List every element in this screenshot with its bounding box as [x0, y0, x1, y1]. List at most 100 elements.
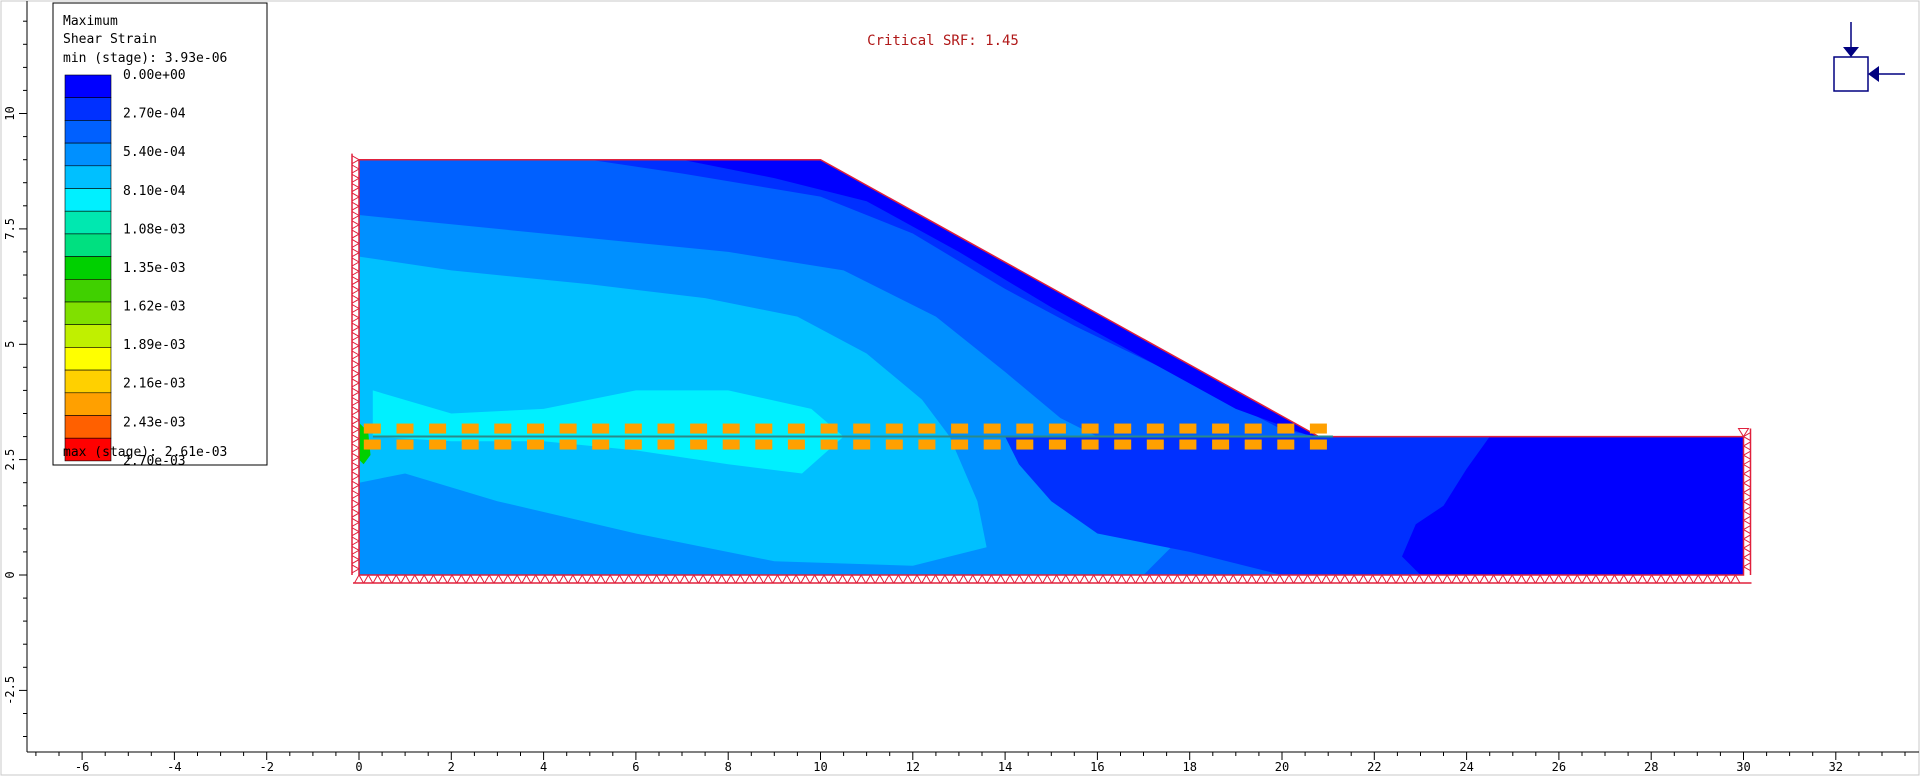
reinforcement-element — [755, 439, 773, 450]
contour-band — [1402, 436, 1744, 575]
reinforcement-element — [787, 423, 805, 434]
stress-state-icon — [1833, 22, 1905, 92]
reinforcement-element — [494, 423, 512, 434]
x-axis-label: 28 — [1644, 760, 1658, 774]
legend-label: 2.70e-04 — [123, 107, 186, 122]
reinforcement-element — [1016, 423, 1034, 434]
reinforcement-element — [918, 439, 936, 450]
critical-srf-label: Critical SRF: 1.45 — [867, 33, 1019, 49]
reinforcement-element — [527, 423, 544, 434]
legend-label: 2.16e-03 — [123, 377, 186, 392]
legend-min-value: min (stage): 3.93e-06 — [63, 51, 227, 66]
reinforcement-element — [592, 423, 610, 434]
y-axis: 10 7.5 5 2.5 0 -2.5 — [3, 1, 28, 752]
legend[interactable]: Maximum Shear Strain min (stage): 3.93e-… — [52, 2, 268, 469]
legend-swatch — [64, 74, 112, 99]
reinforcement-element — [1212, 423, 1230, 434]
reinforcement-element — [1277, 439, 1295, 450]
reinforcement-element — [429, 439, 447, 450]
legend-swatch — [64, 301, 112, 326]
x-axis-label: 4 — [540, 760, 547, 774]
y-axis-label: 2.5 — [3, 449, 17, 471]
reinforcement-element — [1048, 423, 1066, 434]
legend-swatch — [64, 142, 112, 167]
reinforcement-element — [722, 439, 740, 450]
reinforcement-element — [461, 423, 479, 434]
contour-band — [682, 159, 1319, 437]
legend-swatch — [64, 120, 112, 144]
legend-label: 1.35e-03 — [123, 261, 186, 276]
reinforcement-element — [755, 423, 773, 434]
reinforcement-layer — [363, 423, 1333, 450]
horizontal-stress-arrow-head — [1868, 66, 1879, 82]
legend-swatch — [64, 256, 112, 280]
x-axis-label: 32 — [1829, 760, 1843, 774]
legend-swatch — [64, 392, 112, 416]
reinforcement-element — [722, 423, 740, 434]
boundary-supports — [351, 153, 1752, 584]
legend-title-line1: Maximum — [63, 14, 118, 29]
x-axis: -6 -4 -2 0 2 4 6 8 10 12 14 16 18 20 22 24 26 28 30 32 — [27, 751, 1919, 774]
reinforcement-element — [1048, 439, 1066, 450]
reinforcement-element — [624, 439, 642, 450]
legend-scale-labels: 0.00e+00 2.70e-04 5.40e-04 8.10e-04 1.08e-03… — [123, 68, 186, 469]
x-axis-label: 22 — [1367, 760, 1381, 774]
x-axis-label: 14 — [998, 760, 1012, 774]
reinforcement-element — [1244, 423, 1262, 434]
reinforcement-element — [396, 423, 414, 434]
reinforcement-element — [461, 439, 479, 450]
legend-label: 2.43e-03 — [123, 415, 186, 430]
x-axis-label: 10 — [813, 760, 827, 774]
reinforcement-element — [690, 439, 708, 450]
reinforcement-element — [624, 423, 642, 434]
reinforcement-element — [1309, 439, 1327, 450]
legend-swatch — [64, 278, 112, 303]
reinforcement-element — [657, 423, 675, 434]
x-axis-label: 20 — [1275, 760, 1289, 774]
reinforcement-element — [983, 423, 1001, 434]
reinforcement-element — [1277, 423, 1295, 434]
reinforcement-element — [527, 439, 544, 450]
reinforcement-element — [918, 423, 936, 434]
reinforcement-element — [592, 439, 610, 450]
legend-swatch — [64, 97, 112, 121]
vertical-stress-arrow-head — [1843, 47, 1859, 57]
y-axis-label: 10 — [3, 106, 17, 120]
reinforcement-element — [1146, 439, 1164, 450]
reinforcement-element — [396, 439, 414, 450]
legend-swatch — [64, 437, 112, 462]
x-axis-label: -6 — [75, 760, 89, 774]
reinforcement-element — [363, 423, 381, 434]
corner-support — [1737, 428, 1750, 438]
reinforcement-element — [690, 423, 708, 434]
legend-swatch — [64, 347, 112, 371]
reinforcement-element — [1081, 423, 1099, 434]
x-axis-label: 30 — [1736, 760, 1750, 774]
reinforcement-element — [1114, 423, 1132, 434]
reinforcement-element — [559, 439, 577, 450]
legend-swatch — [64, 188, 112, 212]
reinforcement-element — [559, 423, 577, 434]
legend-label: 1.89e-03 — [123, 338, 186, 353]
x-axis-label: 2 — [448, 760, 455, 774]
x-axis-label: -2 — [259, 760, 273, 774]
reinforcement-element — [1114, 439, 1132, 450]
reinforcement-element — [885, 439, 903, 450]
reinforcement-element — [983, 439, 1001, 450]
reinforcement-element — [853, 439, 871, 450]
reinforcement-element — [1179, 423, 1197, 434]
reinforcement-element — [1244, 439, 1262, 450]
x-axis-label: 16 — [1090, 760, 1104, 774]
y-axis-label: 5 — [3, 341, 17, 348]
x-axis-label: 12 — [906, 760, 920, 774]
y-axis-label: -2.5 — [3, 676, 17, 705]
legend-swatch — [64, 369, 112, 394]
y-axis-label: 0 — [3, 571, 17, 578]
reinforcement-element — [951, 439, 969, 450]
reinforcement-element — [951, 423, 969, 434]
x-axis-label: 8 — [725, 760, 732, 774]
reinforcement-element — [1016, 439, 1034, 450]
legend-label: 1.08e-03 — [123, 222, 186, 237]
